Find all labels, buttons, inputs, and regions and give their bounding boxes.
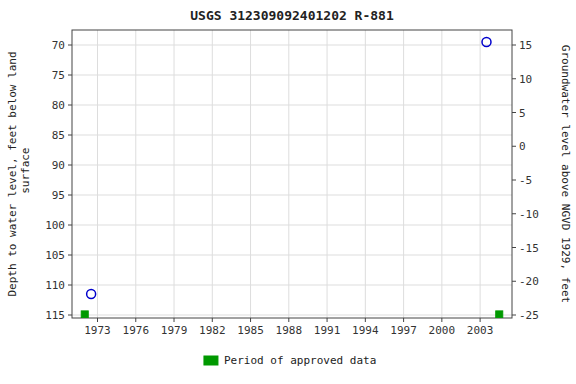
grid-line <box>72 105 512 106</box>
y2-tick-label: 5 <box>519 107 526 120</box>
y-tick <box>68 165 72 166</box>
x-tick-label: 1985 <box>237 324 264 337</box>
y-tick-label: 115 <box>45 309 65 322</box>
title: USGS 312309092401202 R-881 <box>190 8 394 23</box>
y-tick-label: 80 <box>52 99 65 112</box>
y2-tick <box>512 315 516 316</box>
legend-swatch <box>204 356 218 365</box>
y-axis-label: Depth to water level, feet below land su… <box>6 51 32 296</box>
y2-axis-label: Groundwater level above NGVD 1929, feet <box>559 45 572 303</box>
y2-tick-label: -20 <box>519 275 539 288</box>
y-tick <box>68 105 72 106</box>
grid-line <box>327 30 328 318</box>
y-tick <box>68 285 72 286</box>
grid-line <box>72 135 512 136</box>
y2-tick <box>512 281 516 282</box>
y2-tick <box>512 180 516 181</box>
y2-tick <box>512 78 516 79</box>
y2-tick-label: -15 <box>519 242 539 255</box>
x-tick <box>403 318 404 322</box>
y-axis-label-line: surface <box>19 148 32 201</box>
y2-tick-label: 10 <box>519 73 532 86</box>
x-tick-label: 2000 <box>429 324 456 337</box>
grid-line <box>441 30 442 318</box>
grid-line <box>174 30 175 318</box>
x-tick-label: 1994 <box>352 324 379 337</box>
square-marker <box>496 311 503 318</box>
legend: Period of approved data <box>204 354 376 367</box>
grid-line <box>72 285 512 286</box>
grid-line <box>72 195 512 196</box>
y-axis-label-line: Depth to water level, feet below land <box>6 51 19 296</box>
circle-marker <box>87 290 96 299</box>
x-tick <box>250 318 251 322</box>
y-tick <box>68 225 72 226</box>
square-marker <box>81 311 88 318</box>
y2-tick-label: -10 <box>519 208 539 221</box>
y2-tick-label: -25 <box>519 309 539 322</box>
y-tick <box>68 135 72 136</box>
grid-line <box>365 30 366 318</box>
y2-tick-label: 0 <box>519 140 526 153</box>
y-tick <box>68 255 72 256</box>
y-tick <box>68 195 72 196</box>
x-tick <box>288 318 289 322</box>
x-tick <box>327 318 328 322</box>
x-tick <box>212 318 213 322</box>
series <box>87 38 491 299</box>
grid-line <box>403 30 404 318</box>
x-tick-label: 1997 <box>390 324 417 337</box>
grid-line <box>212 30 213 318</box>
grid-line <box>72 165 512 166</box>
grid-line <box>97 30 98 318</box>
grid-line <box>72 45 512 46</box>
grid-line <box>72 75 512 76</box>
grid-line <box>250 30 251 318</box>
x-tick-label: 1976 <box>123 324 150 337</box>
plot-frame <box>72 30 512 318</box>
marks <box>81 38 502 318</box>
x-tick <box>97 318 98 322</box>
y-tick-label: 70 <box>52 39 65 52</box>
grid-line <box>288 30 289 318</box>
chart: 1973 1976 1979 1982 1985 1988 1991 1994 1997 2000… <box>0 0 576 384</box>
grid-line <box>72 225 512 226</box>
y2-tick <box>512 247 516 248</box>
y2-tick <box>512 213 516 214</box>
grid-line <box>135 30 136 318</box>
y-tick-label: 85 <box>52 129 65 142</box>
x-tick-label: 1991 <box>314 324 341 337</box>
y2-tick-label: 15 <box>519 39 532 52</box>
y2-tick-label: -5 <box>519 174 532 187</box>
x-tick <box>365 318 366 322</box>
y-tick-label: 75 <box>52 69 65 82</box>
x-tick-label: 1982 <box>199 324 226 337</box>
y2-tick <box>512 146 516 147</box>
x-tick-label: 2003 <box>467 324 494 337</box>
legend-label: Period of approved data <box>224 354 376 367</box>
y-tick <box>68 45 72 46</box>
x-tick-label: 1973 <box>84 324 111 337</box>
x-tick <box>480 318 481 322</box>
y-tick-label: 100 <box>45 219 65 232</box>
y-tick <box>68 315 72 316</box>
x-tick <box>135 318 136 322</box>
x-tick <box>441 318 442 322</box>
circle-marker <box>482 38 491 47</box>
series <box>81 311 502 318</box>
grid-line <box>72 255 512 256</box>
y-tick-label: 90 <box>52 159 65 172</box>
grid <box>72 30 512 318</box>
x-tick-label: 1979 <box>161 324 188 337</box>
y2-tick <box>512 45 516 46</box>
x-tick <box>174 318 175 322</box>
y-tick-label: 110 <box>45 279 65 292</box>
grid-line <box>72 315 512 316</box>
y-tick-label: 105 <box>45 249 65 262</box>
y2-tick <box>512 112 516 113</box>
grid-line <box>480 30 481 318</box>
x-tick-label: 1988 <box>276 324 303 337</box>
y-tick <box>68 75 72 76</box>
y-tick-label: 95 <box>52 189 65 202</box>
